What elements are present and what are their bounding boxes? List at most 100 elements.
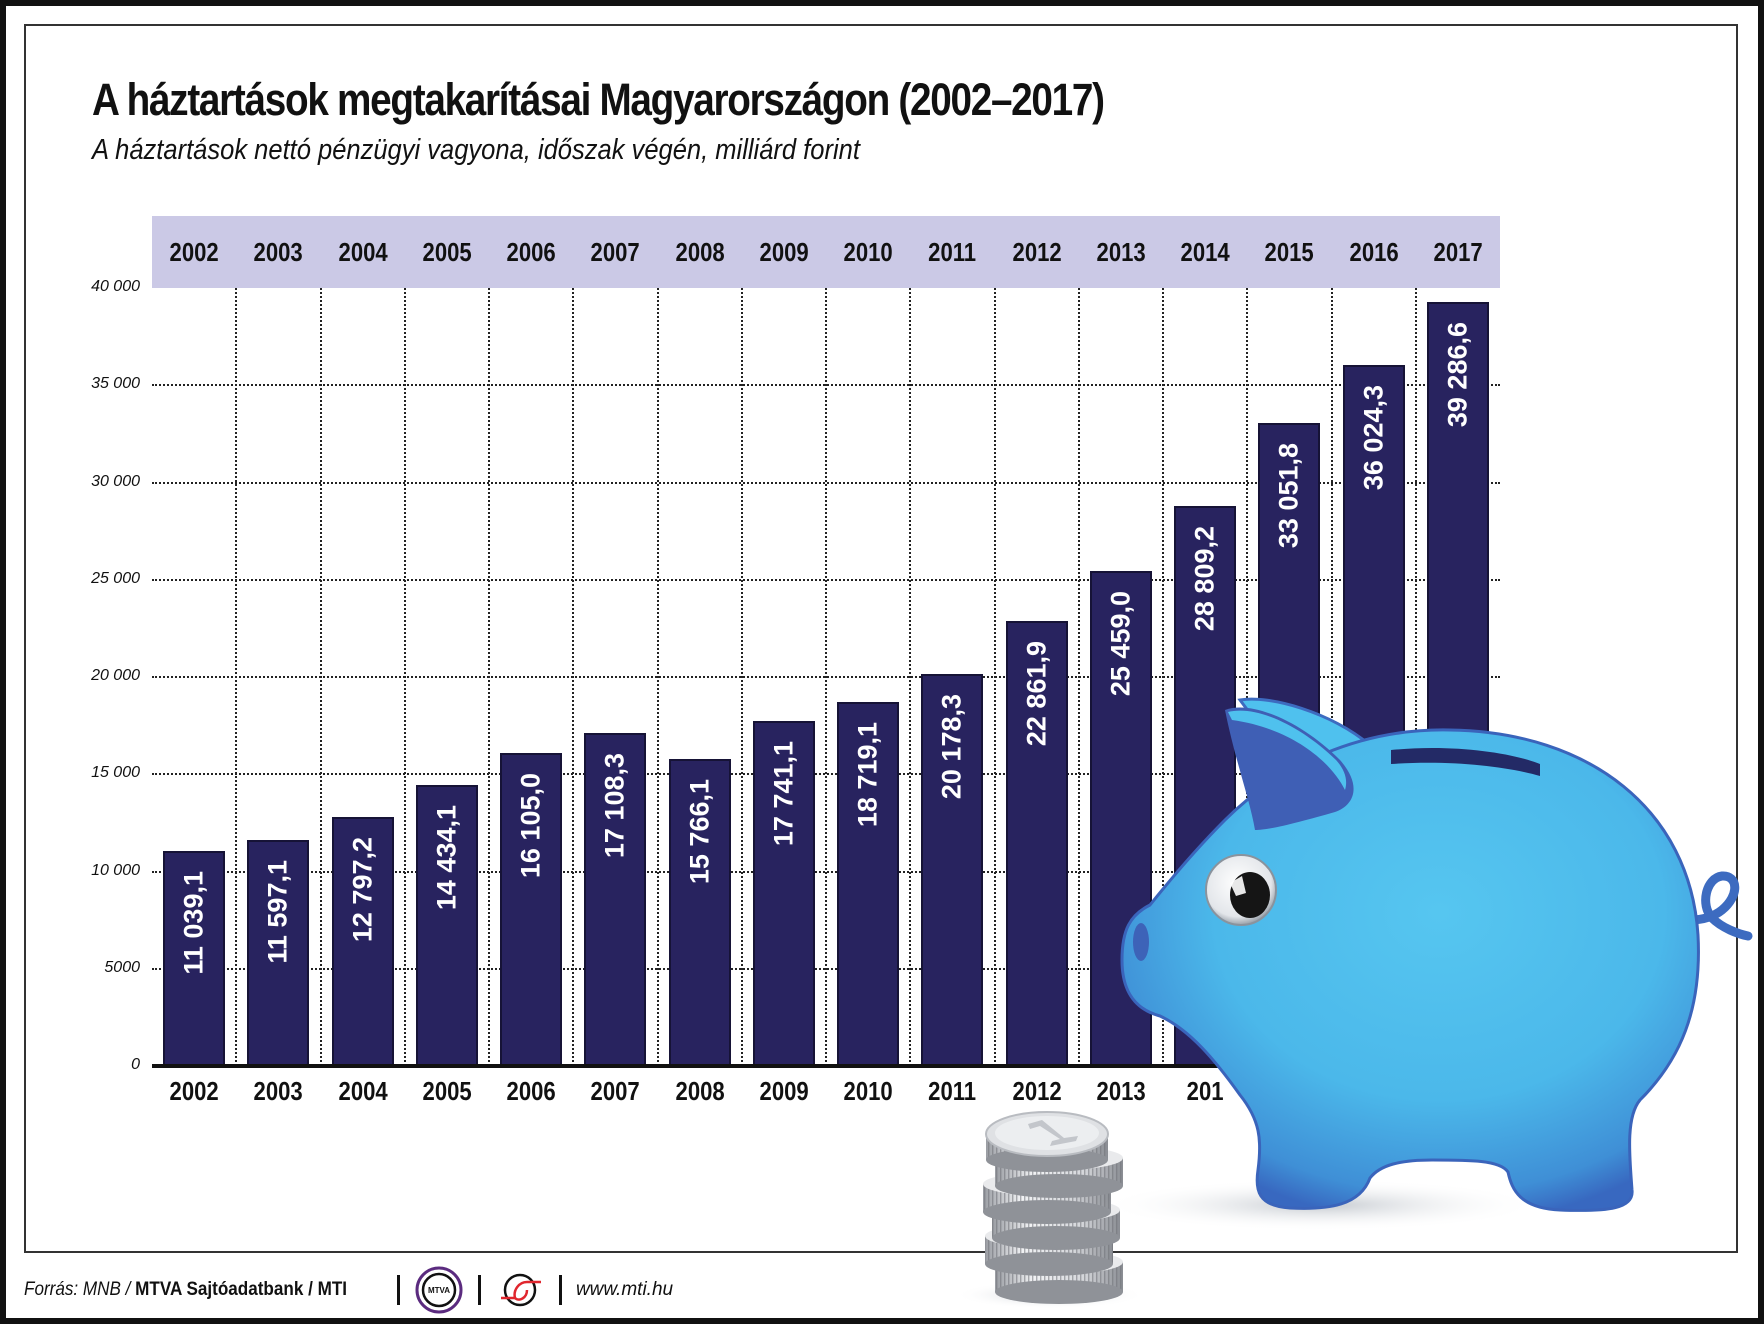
header-year-label: 2008 [675,237,725,267]
bar-2004: 12 797,2 [331,817,394,1066]
header-year-label: 2015 [1264,237,1314,267]
svg-text:MTVA: MTVA [428,1286,450,1295]
mtva-logo-icon: MTVA [415,1266,463,1314]
bar-2007: 17 108,3 [584,733,647,1066]
x-tick-label: 2004 [338,1076,388,1106]
vertical-gridline [1246,288,1249,1066]
vertical-gridline [572,288,575,1066]
y-tick-label: 40 000 [91,278,140,295]
header-year-label: 2005 [422,237,472,267]
vertical-gridline [403,288,406,1066]
x-tick-label: 2005 [422,1076,472,1106]
bar-value-label: 14 434,1 [431,805,462,911]
bar-2006: 16 105,0 [500,752,562,1066]
vertical-gridline [656,288,659,1066]
bar-value-label: 22 861,9 [1021,641,1051,747]
y-tick-label: 30 000 [91,472,140,490]
header-year-label: 2011 [928,237,977,267]
header-year-label: 2010 [843,237,893,267]
bar-value-label: 36 024,3 [1358,385,1388,491]
y-tick-label: 5000 [104,958,140,976]
y-tick-label: 10 000 [91,861,140,879]
vertical-gridline [993,288,996,1066]
chart-panel [24,24,1738,1253]
vertical-gridline [825,288,827,1066]
bar-2009: 17 741,1 [752,720,815,1066]
bar-2013: 25 459,0 [1089,570,1152,1066]
bar-2010: 18 719,1 [837,701,899,1066]
x-axis-baseline [152,1064,1500,1068]
bar-value-label: 11 039,1 [178,871,209,975]
bar-2012: 22 861,9 [1005,621,1068,1066]
bar-value-label: 33 051,8 [1273,443,1304,549]
bar-value-label: 17 741,1 [768,740,799,847]
header-year-label: 2017 [1433,237,1483,267]
x-tick-label: 2008 [675,1076,725,1106]
chart-subtitle: A háztartások nettó pénzügyi vagyona, id… [92,134,860,166]
plot-area: 11 039,1 11 597,1 12 797,2 14 434,1 16 105,0… [152,288,1500,1066]
bar-2016: 36 024,3 [1342,365,1405,1066]
bar-value-label: 25 459,0 [1105,590,1136,696]
vertical-gridline [740,288,743,1066]
vertical-gridline [1330,288,1333,1066]
bar-2003: 11 597,1 [247,840,310,1066]
bar-value-label: 17 108,3 [599,753,630,859]
x-tick-label: 201 [1186,1076,1224,1106]
bar-2002: 11 039,1 [163,851,225,1066]
separator [396,1275,400,1305]
bar-2005: 14 434,1 [415,785,478,1066]
bar-value-label: 28 809,2 [1189,525,1220,631]
bar-value-label: 16 105,0 [515,772,546,878]
separator [558,1275,562,1305]
bar-2008: 15 766,1 [668,759,731,1066]
header-year-label: 2016 [1349,237,1399,267]
x-tick-label: 2003 [253,1076,303,1106]
x-tick-label: 2013 [1096,1076,1146,1106]
x-tick-label: 2002 [169,1076,219,1106]
x-tick-label: 2010 [843,1076,893,1106]
website-link[interactable]: www.mti.hu [575,1279,674,1300]
separator [477,1275,481,1305]
bar-value-label: 39 286,6 [1442,321,1473,427]
source-credit: Forrás: MNB / MTVA Sajtóadatbank / MTI [24,1279,348,1300]
header-year-label: 2007 [590,237,640,267]
header-year-label: 2009 [759,237,809,267]
header-year-label: 2014 [1180,237,1230,267]
header-year-label: 2013 [1096,237,1146,267]
header-year-label: 2012 [1012,237,1062,267]
x-tick-label: 2006 [506,1076,556,1106]
vertical-gridline [909,288,912,1066]
vertical-gridline [1162,288,1164,1066]
chart-title: A háztartások megtakarításai Magyarorszá… [92,74,1105,125]
vertical-gridline [319,288,322,1066]
header-year-label: 2003 [253,237,303,267]
x-tick-label: 2009 [759,1076,809,1106]
bar-value-label: 15 766,1 [684,779,714,885]
y-tick-label: 0 [131,1056,140,1073]
vertical-gridline [488,288,490,1066]
bar-value-label: 11 597,1 [262,860,293,965]
header-year-label: 2002 [169,237,219,267]
mti-logo-icon [500,1273,541,1307]
bar-value-label: 20 178,3 [936,693,967,799]
bar-value-label: 12 797,2 [347,837,377,943]
vertical-gridline [1077,288,1080,1066]
y-tick-label: 15 000 [91,764,140,782]
x-tick-label: 2012 [1012,1076,1062,1106]
header-year-label: 2006 [506,237,556,267]
y-tick-label: 20 000 [91,667,140,684]
x-tick-label: 2011 [928,1076,977,1106]
footer: Forrás: MNB / MTVA Sajtóadatbank / MTI M… [24,1266,674,1314]
vertical-gridline [235,288,238,1066]
bar-2017: 39 286,6 [1426,301,1489,1066]
bar-2014: 28 809,2 [1174,505,1236,1066]
y-tick-label: 25 000 [91,569,140,587]
y-tick-label: 35 000 [91,375,140,393]
header-year-label: 2004 [338,237,388,267]
year-header-band: 2002 2003 2004 2005 2006 2007 2008 2009 2010 2011… [152,216,1500,288]
bar-2011: 20 178,3 [921,673,984,1066]
vertical-gridline [1414,288,1417,1066]
x-tick-label: 2007 [590,1076,640,1106]
bar-value-label: 18 719,1 [852,721,883,828]
bar-2015: 33 051,8 [1258,423,1321,1066]
